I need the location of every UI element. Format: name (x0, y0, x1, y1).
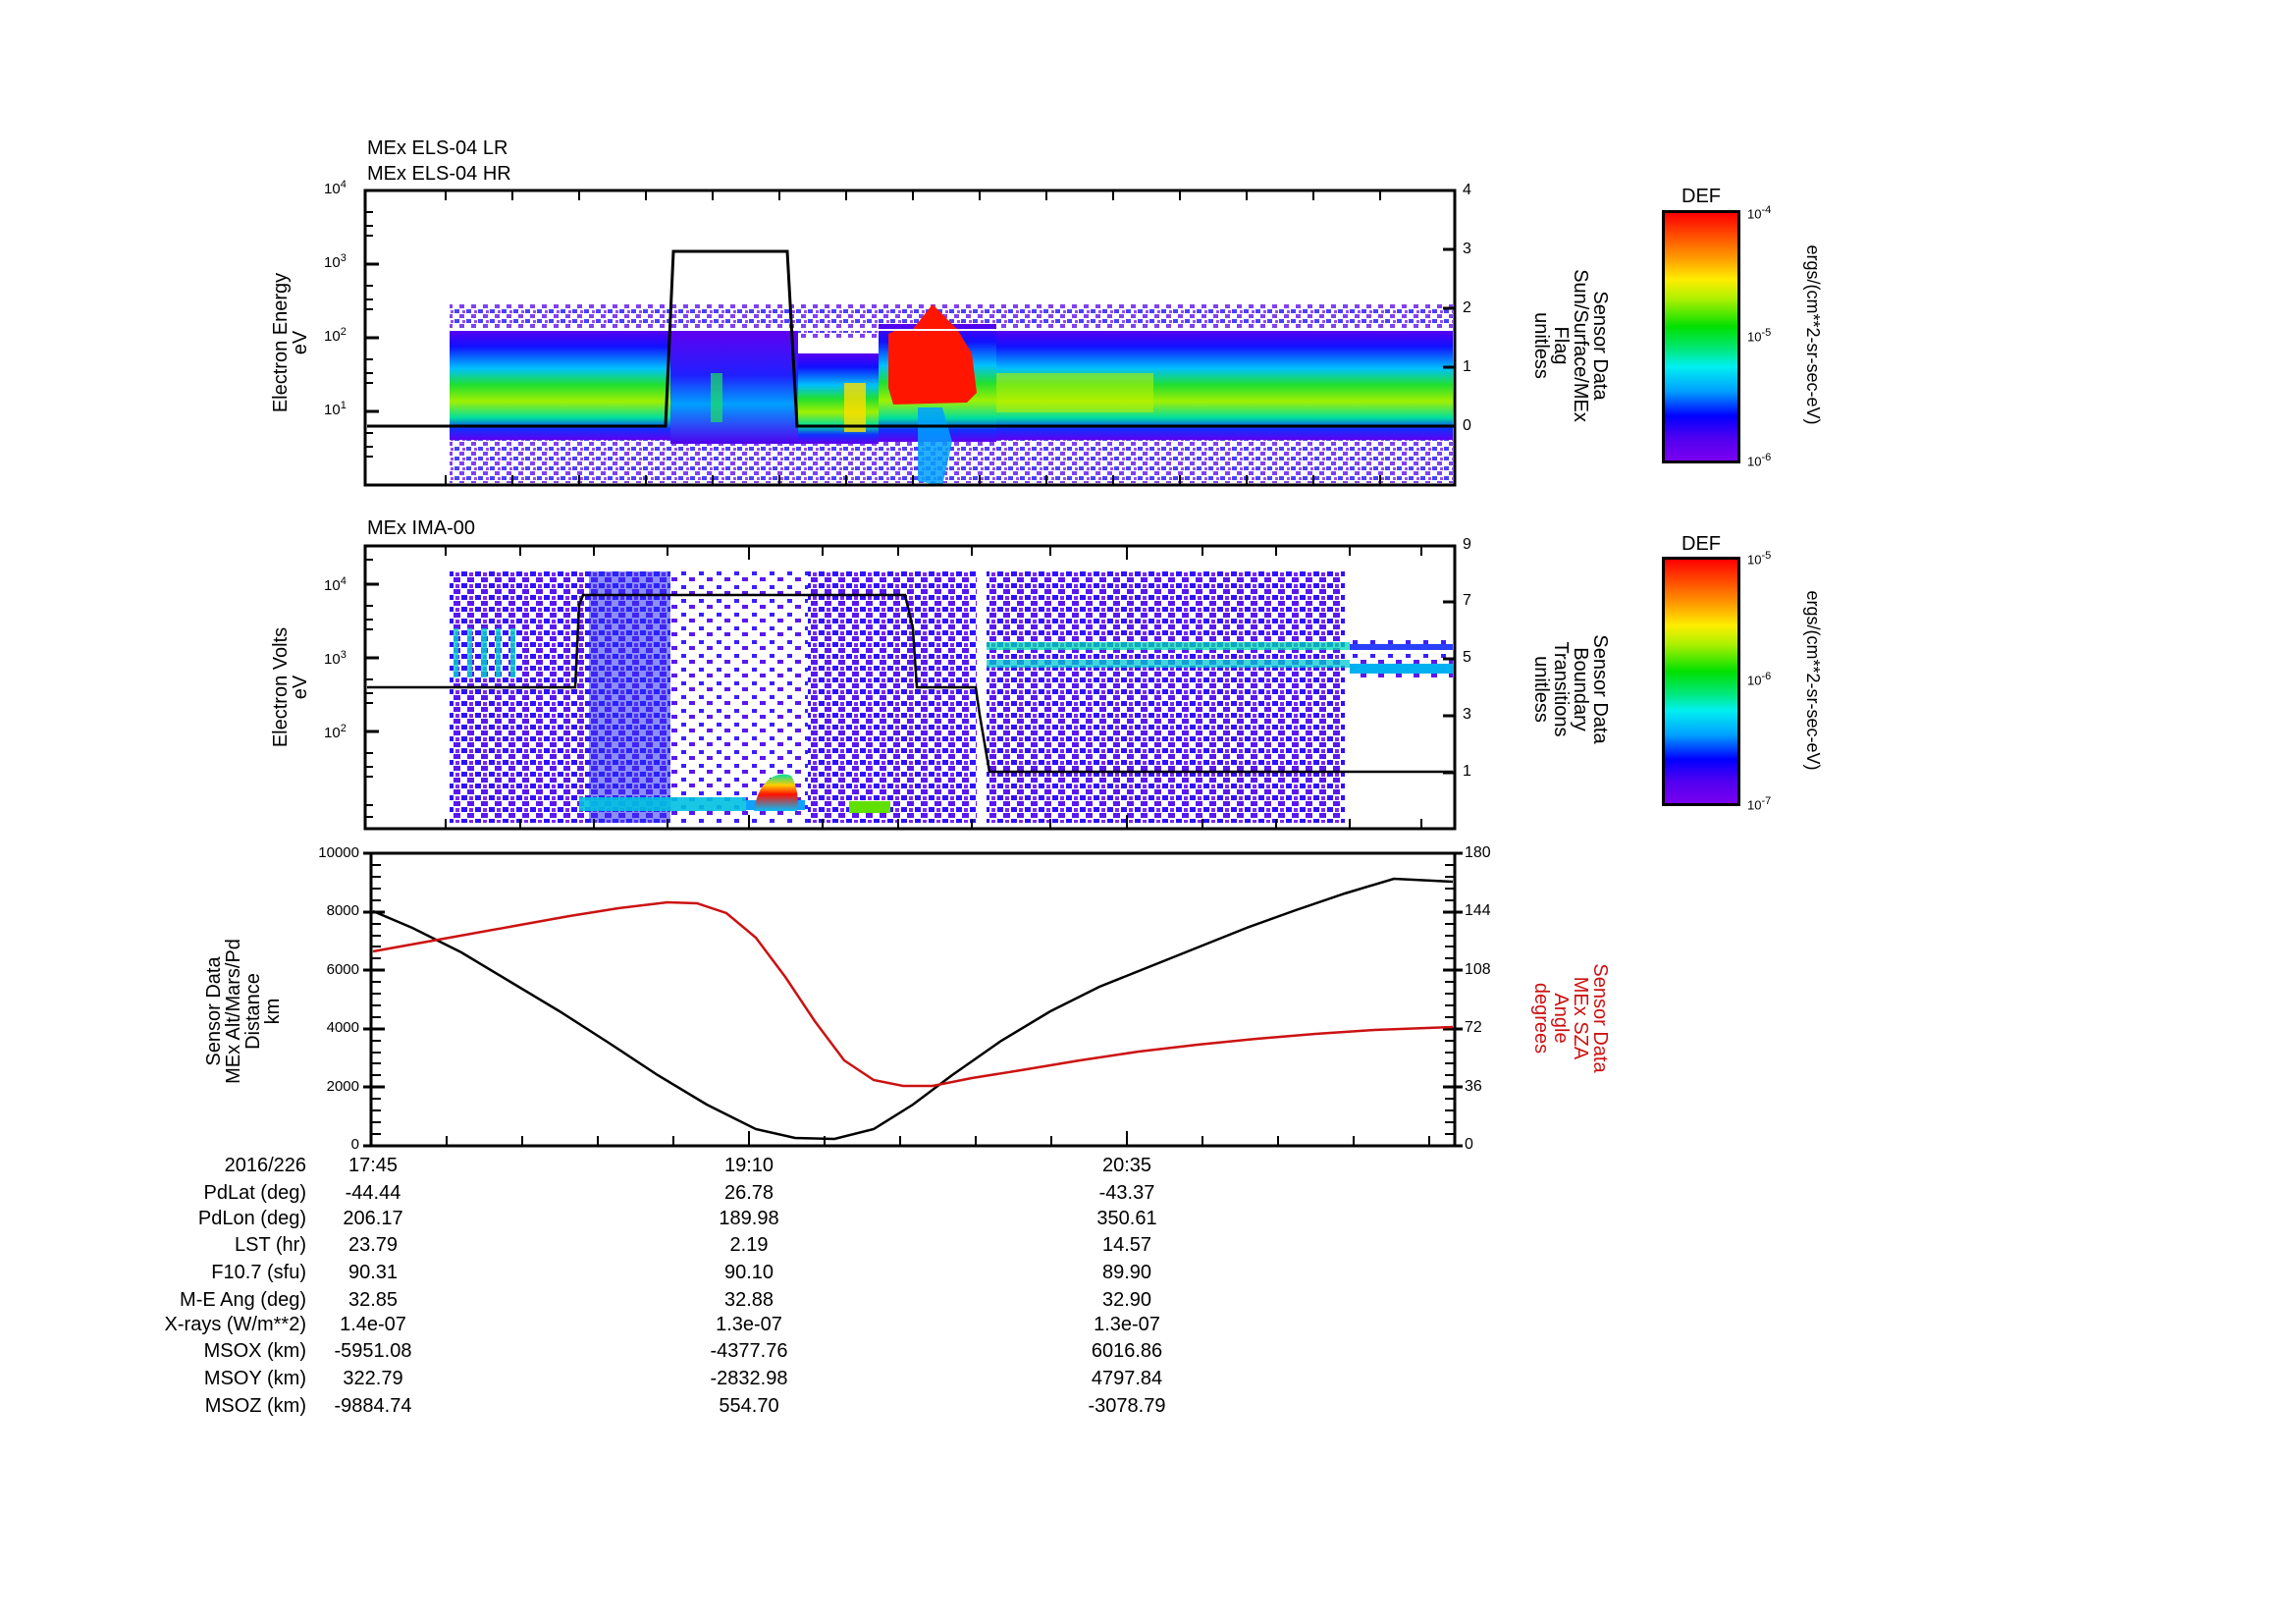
colorbar2 (1662, 557, 1740, 806)
ephem-value: 206.17 (343, 1208, 403, 1229)
ephem-value: 189.98 (719, 1208, 779, 1229)
panel1-y2tick-4: 4 (1463, 182, 1471, 198)
ephem-value: -2832.98 (710, 1368, 788, 1389)
ephem-label: MSOZ (km) (204, 1395, 306, 1417)
panel3-ytick-8000: 8000 (326, 902, 359, 919)
colorbar2-label: DEF (1682, 533, 1721, 555)
panel2-title: MEx IMA-00 (367, 517, 476, 539)
panel3-y2tick-144: 144 (1465, 902, 1491, 919)
ephem-value: 2.19 (729, 1234, 769, 1256)
ephem-label: X-rays (W/m**2) (164, 1314, 306, 1335)
ephem-label: MSOX (km) (203, 1340, 306, 1362)
ephem-value: 90.10 (723, 1262, 774, 1283)
panel3-ytick-6000: 6000 (326, 961, 359, 978)
ephem-value: 23.79 (347, 1234, 399, 1256)
colorbar1-tick-bottom: 10-6 (1747, 452, 1772, 469)
panel2-ytick-1e2: 102 (324, 723, 347, 741)
panel2-y2tick-9: 9 (1463, 536, 1471, 553)
ephem-value: 350.61 (1096, 1208, 1157, 1229)
ephem-value: -9884.74 (334, 1395, 412, 1417)
panel2-y2tick-5: 5 (1463, 649, 1471, 666)
ephem-date: 2016/226 (224, 1155, 306, 1176)
colorbar1-label: DEF (1682, 186, 1721, 207)
panel3-y2tick-180: 180 (1465, 844, 1491, 861)
panel1-ytick-1e2: 102 (324, 326, 347, 345)
colorbar2-tick-top: 10-5 (1747, 550, 1772, 568)
ephem-value: 1.3e-07 (716, 1314, 782, 1335)
ephem-time: 17:45 (347, 1155, 399, 1176)
panel1-title-hr: MEx ELS-04 HR (367, 163, 511, 185)
ephem-label: MSOY (km) (203, 1368, 306, 1389)
panel1-y2tick-2: 2 (1463, 299, 1471, 316)
panel3-ytick-10000: 10000 (318, 844, 359, 861)
panel1-ytick-1e4: 104 (324, 179, 347, 197)
ephem-time: 20:35 (1101, 1155, 1152, 1176)
ephem-label: F10.7 (sfu) (211, 1262, 306, 1283)
ephem-label: LST (hr) (235, 1234, 306, 1256)
ephem-label: PdLon (deg) (197, 1208, 306, 1229)
ephem-label: M-E Ang (deg) (180, 1289, 306, 1311)
ephem-label: PdLat (deg) (203, 1182, 306, 1204)
ephem-value: -3078.79 (1088, 1395, 1166, 1417)
panel1-title-lr: MEx ELS-04 LR (367, 137, 508, 159)
colorbar1-tick-top: 10-4 (1747, 204, 1772, 222)
panel1-ytick-1e3: 103 (324, 252, 347, 271)
colorbar2-tick-mid: 10-6 (1747, 671, 1772, 688)
ephem-value: 90.31 (347, 1262, 399, 1283)
panel3-y2tick-108: 108 (1465, 961, 1491, 978)
panel3-y2tick-0: 0 (1465, 1136, 1473, 1153)
colorbar1 (1662, 210, 1740, 463)
panel2-ytick-1e3: 103 (324, 649, 347, 668)
panel3-ytick-2000: 2000 (326, 1078, 359, 1095)
panel1-y2tick-1: 1 (1463, 358, 1471, 375)
ephem-value: 4797.84 (1091, 1368, 1163, 1389)
panel3-ytick-4000: 4000 (326, 1019, 359, 1036)
ephem-value: 554.70 (719, 1395, 779, 1417)
panel2-y2tick-1: 1 (1463, 763, 1471, 780)
panel1-ytick-1e1: 101 (324, 400, 347, 418)
panel1-y2tick-3: 3 (1463, 241, 1471, 257)
ephem-value: -5951.08 (334, 1340, 412, 1362)
ephem-value: 26.78 (723, 1182, 774, 1204)
ephem-value: 6016.86 (1091, 1340, 1163, 1362)
ephem-value: 322.79 (343, 1368, 403, 1389)
ephem-value: -43.37 (1098, 1182, 1155, 1204)
ephem-value: -44.44 (345, 1182, 401, 1204)
panel2-ytick-1e4: 104 (324, 575, 347, 594)
ephem-value: 1.4e-07 (340, 1314, 406, 1335)
ephem-value: 32.90 (1101, 1289, 1152, 1311)
ephem-value: 14.57 (1101, 1234, 1152, 1256)
ephem-value: -4377.76 (710, 1340, 788, 1362)
panel3-ytick-0: 0 (350, 1136, 359, 1153)
panel3-y2tick-72: 72 (1465, 1019, 1482, 1036)
ephem-value: 1.3e-07 (1094, 1314, 1160, 1335)
ephem-value: 89.90 (1101, 1262, 1152, 1283)
panel1-y2tick-0: 0 (1463, 417, 1471, 434)
panel3-y2tick-36: 36 (1465, 1078, 1482, 1095)
ephem-time: 19:10 (723, 1155, 774, 1176)
colorbar1-tick-mid: 10-5 (1747, 327, 1772, 345)
ephem-value: 32.85 (347, 1289, 399, 1311)
panel2-y2tick-3: 3 (1463, 706, 1471, 723)
colorbar2-tick-bottom: 10-7 (1747, 795, 1772, 813)
ephem-value: 32.88 (723, 1289, 774, 1311)
panel2-y2tick-7: 7 (1463, 592, 1471, 609)
